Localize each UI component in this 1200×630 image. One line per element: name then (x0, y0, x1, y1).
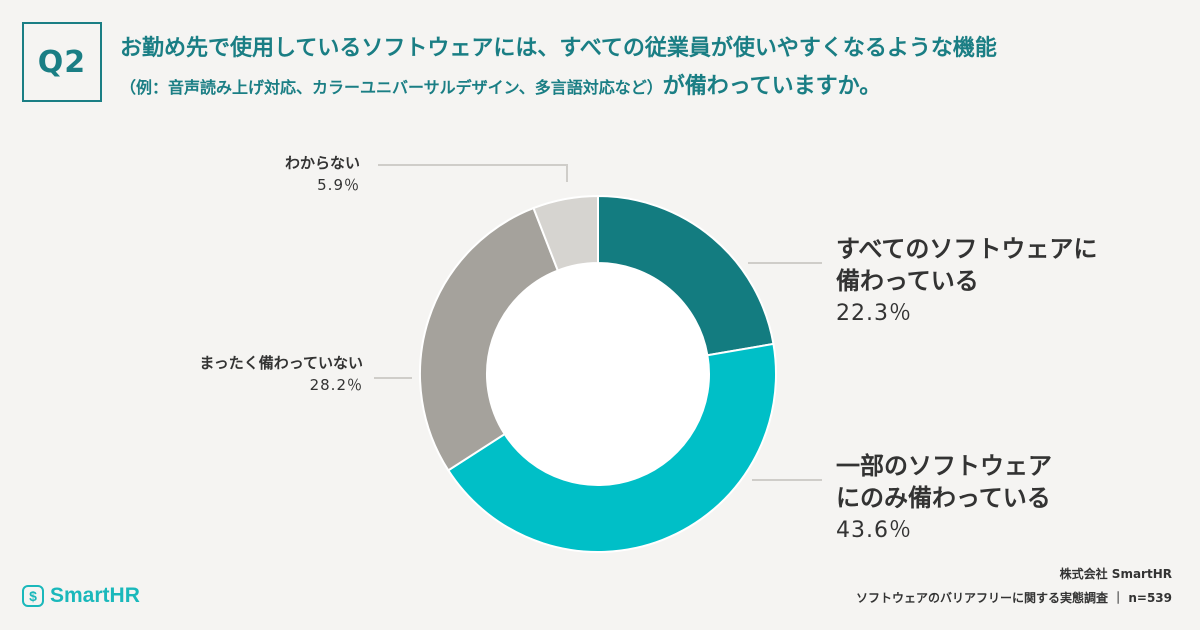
question-title-line1: お勤め先で使用しているソフトウェアには、すべての従業員が使いやすくなるような機能 (120, 36, 997, 61)
leader-line-unknown (378, 164, 568, 182)
source-credit: 株式会社 SmartHR ソフトウェアのバリアフリーに関する実態調査 ｜ n=5… (856, 562, 1172, 610)
label-unknown-name: わからない (284, 154, 360, 172)
smarthr-logo-icon: $ (22, 585, 44, 607)
question-badge: Q2 (22, 22, 102, 102)
survey-name: ソフトウェアのバリアフリーに関する実態調査 ｜ n=539 (855, 591, 1172, 605)
label-unknown-value: 5.9％ (317, 176, 360, 194)
label-all-name-line2: 備わっている (836, 267, 979, 295)
company-name: 株式会社 SmartHR (1059, 567, 1172, 581)
label-all-name-line1: すべてのソフトウェアに (836, 235, 1098, 263)
label-unknown: わからない 5.9％ (285, 152, 360, 196)
label-some-name-line1: 一部のソフトウェア (836, 452, 1052, 480)
question-title-line2: （例：音声読み上げ対応、カラーユニバーサルデザイン、多言語対応など）が備わってい… (120, 72, 1180, 103)
label-some-value: 43.6％ (836, 518, 912, 543)
label-all-value: 22.3％ (836, 301, 912, 326)
label-none-value: 28.2％ (309, 376, 363, 394)
label-none-name: まったく備わっていない (199, 354, 363, 372)
label-none: まったく備わっていない 28.2％ (199, 352, 363, 396)
label-all: すべてのソフトウェアに 備わっている 22.3％ (836, 233, 1097, 331)
smarthr-logo-text: SmartHR (50, 584, 140, 607)
question-title-ending: が備わっていますか。 (662, 74, 882, 99)
donut-hole (487, 263, 709, 485)
donut-slices (419, 194, 777, 553)
question-example-text: （例：音声読み上げ対応、カラーユニバーサルデザイン、多言語対応など） (120, 78, 663, 97)
leader-lines (374, 164, 822, 481)
label-some: 一部のソフトウェア にのみ備わっている 43.6％ (836, 450, 1052, 548)
smarthr-logo: $ SmartHR (22, 584, 140, 608)
label-some-name-line2: にのみ備わっている (836, 484, 1051, 512)
